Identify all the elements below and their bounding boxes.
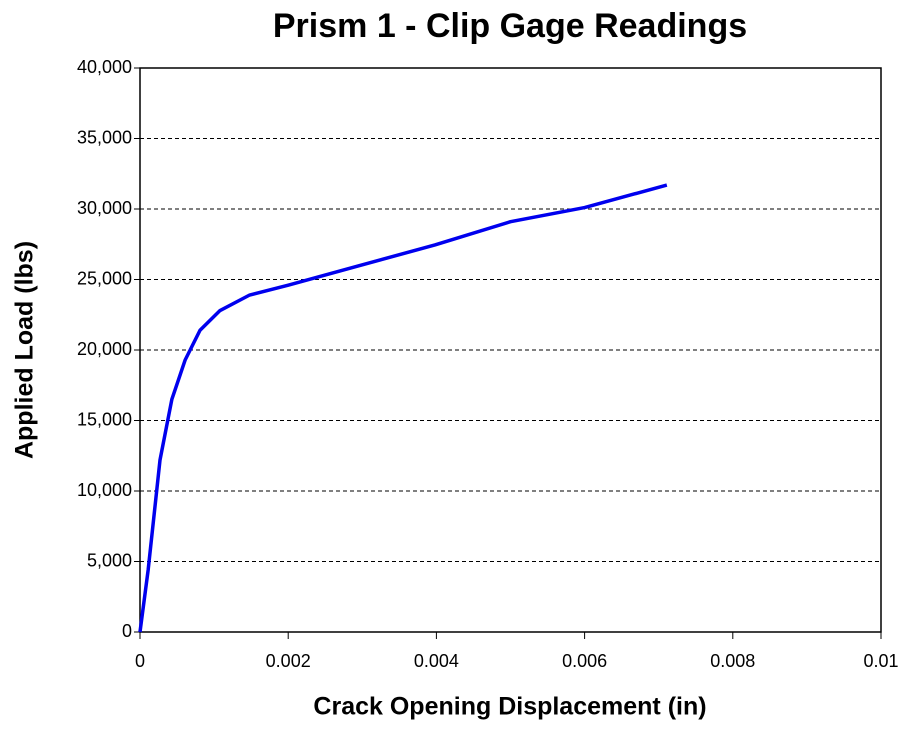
y-tick-label: 35,000 xyxy=(77,127,132,147)
x-axis-label: Crack Opening Displacement (in) xyxy=(313,693,706,721)
y-tick-label: 10,000 xyxy=(77,480,132,500)
y-tick-label: 20,000 xyxy=(77,339,132,359)
y-tick-label: 30,000 xyxy=(77,198,132,218)
data-line xyxy=(138,183,668,633)
x-tick-label: 0.006 xyxy=(562,651,607,671)
y-tick-label: 15,000 xyxy=(77,409,132,429)
y-tick-label: 40,000 xyxy=(77,57,132,77)
x-tick-label: 0.008 xyxy=(710,651,755,671)
x-tick-label: 0.01 xyxy=(863,651,898,671)
chart-title: Prism 1 - Clip Gage Readings xyxy=(273,7,747,45)
y-tick-label: 25,000 xyxy=(77,268,132,288)
x-tick-label: 0.002 xyxy=(266,651,311,671)
x-tick-label: 0.004 xyxy=(414,651,459,671)
y-tick-label: 5,000 xyxy=(87,550,132,570)
plot-frame xyxy=(139,67,882,633)
y-axis-label: Applied Load (lbs) xyxy=(11,241,39,459)
y-tick-label: 0 xyxy=(122,621,132,641)
x-tick-label: 0 xyxy=(135,651,145,671)
